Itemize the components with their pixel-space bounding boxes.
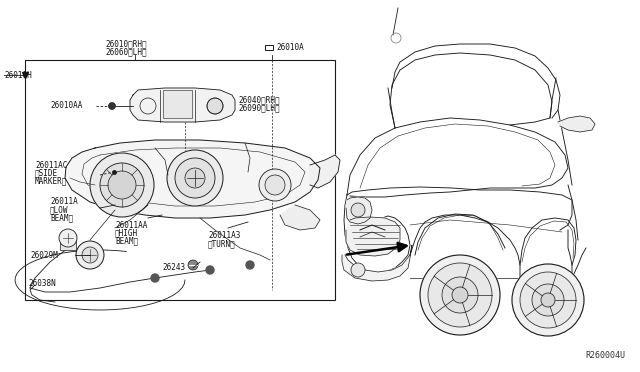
Circle shape (265, 175, 285, 195)
Polygon shape (280, 205, 320, 230)
Text: 〈HIGH: 〈HIGH (115, 228, 138, 237)
Circle shape (76, 241, 104, 269)
Text: 26090〈LH〉: 26090〈LH〉 (238, 103, 280, 112)
Text: 26010〈RH〉: 26010〈RH〉 (105, 39, 147, 48)
Bar (25, 60, 335, 300)
Circle shape (185, 168, 205, 188)
Polygon shape (346, 217, 400, 256)
Circle shape (428, 263, 492, 327)
Polygon shape (310, 155, 340, 188)
Text: 26010AA: 26010AA (50, 102, 83, 110)
Text: 26011AA: 26011AA (115, 221, 147, 230)
Text: BEAM〉: BEAM〉 (50, 214, 73, 222)
Text: 26029M: 26029M (30, 250, 58, 260)
Circle shape (532, 284, 564, 316)
Text: R260004U: R260004U (585, 351, 625, 360)
Circle shape (512, 264, 584, 336)
Circle shape (207, 98, 223, 114)
Text: BEAM〉: BEAM〉 (115, 237, 138, 246)
Text: 〈TURN〉: 〈TURN〉 (208, 240, 236, 248)
Text: 26060〈LH〉: 26060〈LH〉 (105, 48, 147, 57)
Circle shape (520, 272, 576, 328)
Text: 26243: 26243 (162, 263, 185, 273)
Polygon shape (65, 140, 320, 218)
Circle shape (90, 153, 154, 217)
Circle shape (246, 261, 254, 269)
Circle shape (351, 263, 365, 277)
Circle shape (351, 203, 365, 217)
Text: 26040〈RH〉: 26040〈RH〉 (238, 96, 280, 105)
Text: 〈SIDE: 〈SIDE (35, 169, 58, 177)
Circle shape (109, 103, 115, 109)
Polygon shape (346, 197, 372, 224)
Text: 26011A: 26011A (50, 198, 77, 206)
Polygon shape (342, 245, 412, 281)
Bar (60, 236, 76, 250)
Circle shape (452, 287, 468, 303)
Circle shape (175, 158, 215, 198)
Polygon shape (130, 88, 235, 122)
Text: 26038N: 26038N (28, 279, 56, 288)
Circle shape (108, 171, 136, 199)
Circle shape (100, 163, 144, 207)
Circle shape (109, 103, 115, 109)
Bar (265, 45, 273, 50)
Text: 〈LOW: 〈LOW (50, 205, 68, 215)
Text: 26011A3: 26011A3 (208, 231, 241, 241)
Circle shape (420, 255, 500, 335)
Circle shape (188, 260, 198, 270)
Circle shape (151, 274, 159, 282)
Circle shape (82, 247, 98, 263)
Circle shape (206, 266, 214, 274)
Circle shape (59, 229, 77, 247)
Text: 26010A: 26010A (276, 44, 304, 52)
Polygon shape (558, 116, 595, 132)
Text: MARKER〉: MARKER〉 (35, 176, 67, 186)
Text: 26011AC: 26011AC (35, 160, 67, 170)
Circle shape (259, 169, 291, 201)
Circle shape (541, 293, 555, 307)
Bar (163, 90, 192, 118)
Circle shape (167, 150, 223, 206)
Text: 26010H: 26010H (4, 71, 32, 80)
Circle shape (442, 277, 478, 313)
